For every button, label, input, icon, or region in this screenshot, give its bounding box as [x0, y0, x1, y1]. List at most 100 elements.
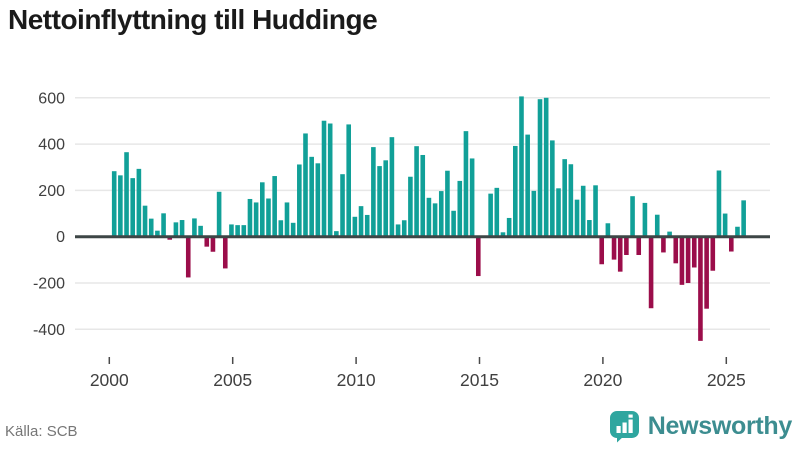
bar-positive	[389, 137, 395, 237]
bar-positive	[142, 205, 148, 237]
bar-positive	[463, 131, 469, 237]
y-axis-label: 200	[38, 183, 65, 200]
bar-positive	[198, 225, 203, 237]
bar-positive	[272, 176, 277, 237]
bar-positive	[148, 218, 154, 237]
bar-negative	[691, 236, 697, 268]
bar-negative	[636, 236, 642, 255]
bar-positive	[667, 231, 672, 237]
y-axis-label: 0	[56, 229, 65, 246]
bar-positive	[173, 222, 179, 237]
bar-negative	[661, 236, 666, 253]
bar-positive	[253, 202, 259, 237]
bar-positive	[216, 191, 222, 237]
bar-positive	[358, 206, 364, 237]
bar-negative	[222, 236, 228, 269]
bar-positive	[494, 187, 500, 237]
source-label: Källa: SCB	[5, 423, 78, 440]
bar-positive	[161, 213, 166, 237]
y-axis-label: 600	[38, 90, 65, 107]
bar-positive	[383, 160, 389, 237]
bar-positive	[315, 163, 321, 237]
bar-positive	[469, 158, 475, 237]
bar-positive	[630, 196, 635, 237]
bar-positive	[192, 218, 197, 237]
bar-positive	[340, 174, 345, 237]
bar-positive	[506, 217, 512, 237]
x-axis-label: 2005	[213, 370, 252, 390]
bar-positive	[432, 203, 438, 237]
bar-negative	[611, 236, 617, 260]
bar-positive	[568, 164, 574, 237]
x-axis-label: 2020	[583, 370, 622, 390]
bar-positive	[605, 223, 611, 237]
bar-positive	[654, 214, 660, 237]
bar-positive	[278, 220, 284, 237]
bar-negative	[679, 236, 685, 285]
bar-positive	[327, 123, 333, 237]
bar-positive	[371, 147, 376, 237]
bar-positive	[642, 202, 648, 237]
newsworthy-logo: Newsworthy	[609, 409, 792, 443]
bar-positive	[284, 202, 290, 237]
bar-positive	[247, 198, 253, 237]
bar-positive	[420, 154, 426, 237]
x-axis-label: 2000	[90, 370, 129, 390]
bar-negative	[685, 236, 691, 283]
bar-positive	[290, 222, 296, 237]
bar-negative	[698, 236, 703, 341]
bar-positive	[445, 170, 450, 237]
bar-negative	[704, 236, 709, 309]
bar-positive	[735, 226, 740, 237]
bar-positive	[334, 231, 339, 237]
bar-positive	[525, 134, 530, 237]
bar-positive	[303, 133, 308, 237]
bar-negative	[210, 236, 216, 252]
bar-positive	[364, 214, 370, 237]
bar-positive	[155, 230, 160, 237]
bar-positive	[346, 124, 351, 237]
bar-positive	[309, 156, 314, 237]
bar-positive	[556, 188, 561, 237]
bar-positive	[722, 213, 728, 237]
bar-positive	[377, 166, 382, 237]
newsworthy-wordmark: Newsworthy	[647, 411, 793, 440]
bar-negative	[729, 236, 734, 252]
bar-negative	[648, 236, 654, 309]
bar-positive	[438, 191, 444, 237]
bar-positive	[531, 190, 537, 237]
bar-positive	[426, 197, 432, 237]
x-axis-label: 2015	[460, 370, 499, 390]
bar-negative	[204, 236, 210, 247]
bar-positive	[574, 199, 580, 237]
bar-positive	[124, 152, 129, 237]
bar-positive	[488, 193, 493, 237]
bar-negative	[599, 236, 605, 265]
y-axis-label: -200	[33, 276, 65, 293]
newsworthy-bubble-chart-icon	[609, 411, 639, 443]
bar-positive	[543, 97, 549, 237]
bar-negative	[624, 236, 629, 255]
bar-positive	[401, 220, 407, 237]
bar-positive	[562, 159, 567, 237]
y-axis-label: 400	[38, 137, 65, 154]
bar-positive	[130, 178, 136, 237]
bar-negative	[167, 236, 173, 240]
chart-title: Nettoinflyttning till Huddinge	[8, 4, 378, 35]
bar-positive	[457, 180, 463, 237]
bar-positive	[118, 175, 123, 237]
y-axis-label: -400	[33, 322, 65, 339]
bar-positive	[414, 146, 419, 237]
bar-positive	[537, 99, 543, 237]
bar-negative	[617, 236, 623, 272]
bar-positive	[136, 168, 142, 237]
bar-positive	[179, 220, 185, 237]
bar-positive	[266, 198, 271, 237]
bar-negative	[710, 236, 716, 271]
bar-positive	[229, 224, 234, 237]
bar-positive	[241, 225, 247, 237]
bar-positive	[593, 185, 598, 237]
bar-positive	[352, 216, 358, 237]
